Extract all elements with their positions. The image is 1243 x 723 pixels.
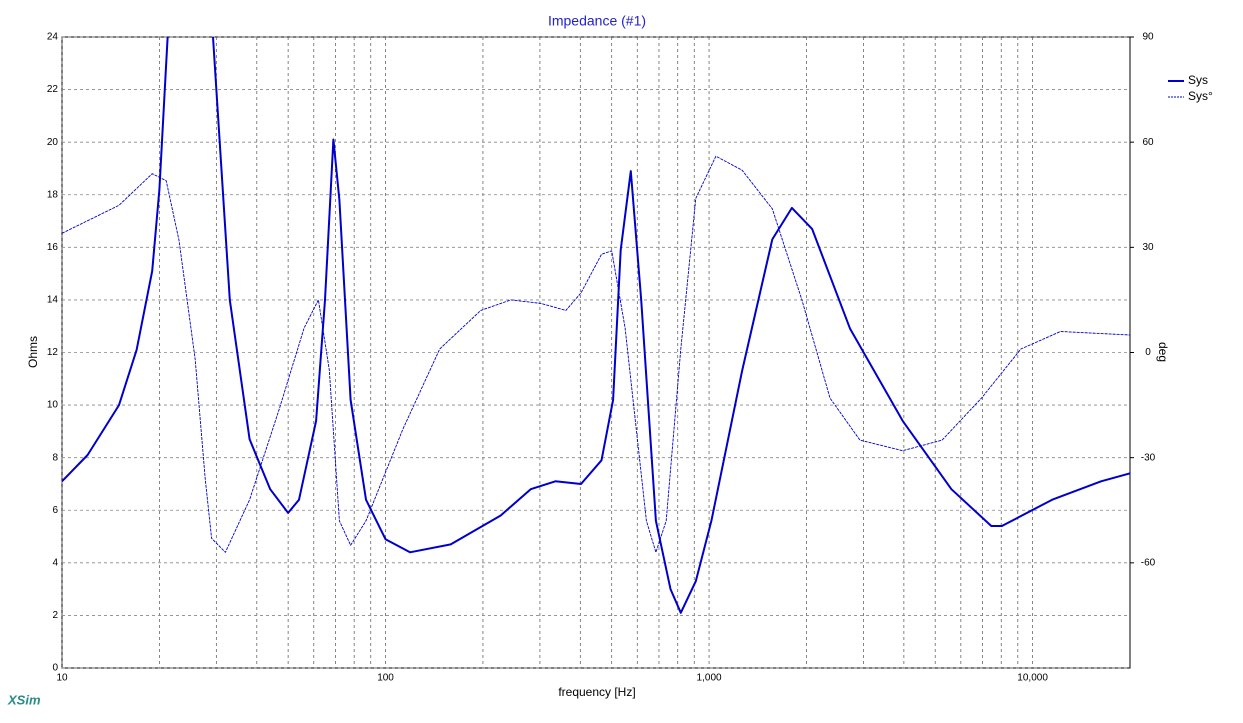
y-axis-label: Ohms — [26, 336, 40, 368]
y-tick-label: 12 — [47, 347, 59, 358]
y2-axis-label: deg — [1156, 342, 1170, 362]
y-tick-label: 8 — [52, 452, 58, 463]
x-tick-label: 1,000 — [697, 673, 722, 684]
y2-tick-label: 60 — [1142, 137, 1154, 148]
legend-label: Sys — [1188, 73, 1208, 87]
y-tick-label: 4 — [52, 557, 58, 568]
chart-title: Impedance (#1) — [548, 13, 646, 29]
series-line — [62, 37, 1130, 614]
series-line — [62, 155, 1130, 553]
y-tick-label: 20 — [47, 137, 59, 148]
y2-tick-label: 0 — [1145, 347, 1151, 358]
y-tick-label: 22 — [47, 84, 59, 95]
y-tick-label: 10 — [47, 400, 59, 411]
x-axis-label: frequency [Hz] — [558, 685, 635, 699]
x-tick-label: 10,000 — [1017, 673, 1048, 684]
grid — [61, 36, 1130, 669]
y-tick-label: 14 — [47, 295, 59, 306]
legend-label: Sys° — [1188, 89, 1213, 103]
y-tick-label: 24 — [47, 32, 59, 43]
y-tick-label: 16 — [47, 242, 59, 253]
y-tick-label: 18 — [47, 189, 59, 200]
y2-tick-label: 90 — [1142, 32, 1154, 43]
y-tick-label: 2 — [52, 610, 58, 621]
series-group — [62, 37, 1130, 614]
x-tick-label: 10 — [56, 673, 68, 684]
y-tick-label: 0 — [52, 663, 58, 674]
y2-tick-label: 30 — [1142, 242, 1154, 253]
brand: XSim — [7, 692, 41, 707]
x-tick-label: 100 — [377, 673, 394, 684]
y2-tick-label: -60 — [1141, 557, 1156, 568]
y2-tick-label: -30 — [1141, 452, 1156, 463]
y-tick-label: 6 — [52, 505, 58, 516]
